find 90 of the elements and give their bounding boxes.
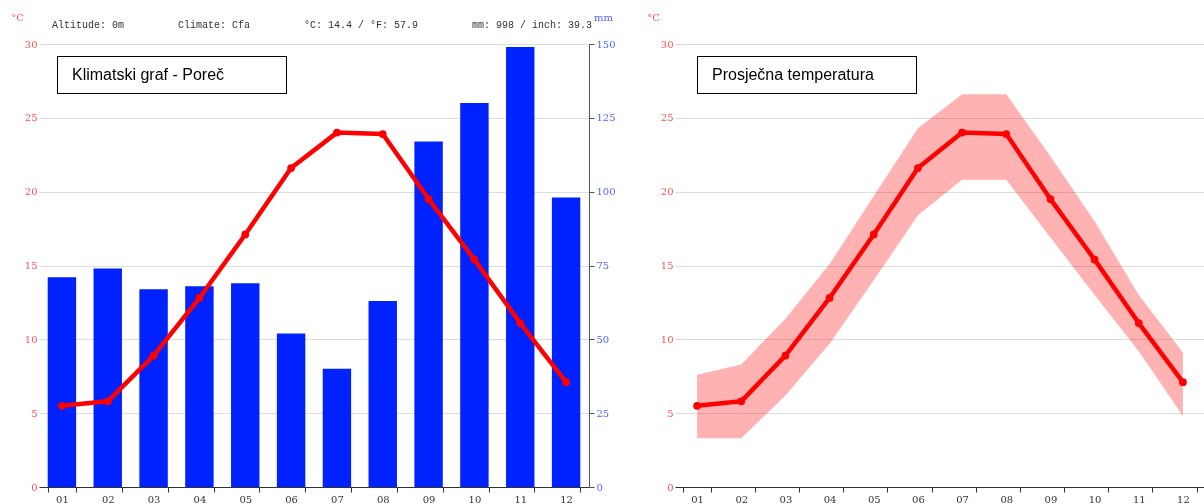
point (424, 195, 433, 203)
text: Klimatski graf - Poreč (57, 56, 287, 94)
y-tick-label: 30 (660, 38, 674, 50)
y-tick-label: 5 (31, 407, 38, 419)
point (1090, 255, 1099, 264)
text: °C: 14.4 / °F: 57.9 (303, 20, 418, 31)
x-tick-label: 05 (867, 493, 881, 504)
y2-axis-title: mm (594, 11, 614, 23)
bar (322, 368, 352, 487)
y-tick-label: 15 (24, 260, 38, 271)
point (781, 351, 790, 360)
x-tick-label: 01 (691, 493, 704, 504)
x-tick-label: 10 (468, 493, 482, 504)
x-tick-label: 03 (779, 493, 793, 504)
y-tick-label: 0 (31, 481, 38, 493)
y-tick-label: 15 (660, 260, 674, 271)
y2-tick-label: 150 (596, 38, 616, 50)
y-tick-label: 10 (24, 333, 38, 345)
point (562, 378, 570, 387)
x-tick-label: 04 (823, 493, 837, 504)
point (737, 397, 746, 406)
point (825, 294, 834, 302)
point (1134, 319, 1143, 327)
bar (276, 333, 306, 487)
point (287, 164, 295, 172)
y-tick-label: 5 (667, 407, 674, 419)
point (914, 164, 922, 172)
bar (368, 300, 397, 487)
y-axis-title: °C (647, 11, 661, 23)
point (958, 128, 966, 137)
text: Climate: Cfa (177, 20, 250, 31)
x-tick-label: 07 (956, 493, 969, 504)
point (103, 397, 112, 406)
x-tick-label: 06 (285, 493, 298, 504)
x-tick-label: 05 (239, 493, 253, 504)
x-tick-label: 08 (376, 493, 390, 504)
y2-tick-label: 125 (596, 112, 616, 124)
x-tick-label: 06 (912, 493, 925, 504)
text: mm: 998 / inch: 39.3 (471, 20, 592, 31)
point (378, 130, 387, 138)
point (1179, 378, 1187, 387)
x-tick-label: 03 (147, 493, 161, 504)
x-tick-label: 12 (560, 493, 573, 504)
point (58, 401, 66, 410)
y2-tick-label: 75 (596, 260, 610, 271)
x-tick-label: 02 (735, 493, 749, 504)
x-tick-label: 08 (1000, 493, 1014, 504)
text: Prosječna temperatura (697, 56, 917, 94)
bar (460, 103, 489, 487)
x-tick-label: 04 (193, 493, 207, 504)
bar (551, 197, 581, 487)
x-tick-label: 10 (1088, 493, 1102, 504)
point (516, 319, 525, 327)
bar (47, 277, 77, 487)
x-tick-label: 12 (1177, 493, 1190, 504)
y-tick-label: 20 (660, 186, 674, 198)
y-tick-label: 20 (24, 186, 38, 198)
y-tick-label: 30 (24, 38, 38, 50)
y-tick-label: 10 (660, 333, 674, 345)
y2-tick-label: 25 (596, 407, 610, 419)
point (333, 128, 341, 137)
point (1046, 195, 1055, 203)
bar (185, 286, 214, 487)
point (149, 351, 158, 360)
point (693, 401, 701, 410)
bar (93, 268, 122, 487)
y2-tick-label: 0 (596, 481, 603, 493)
x-tick-label: 07 (331, 493, 344, 504)
point (241, 230, 250, 239)
x-tick-label: 11 (1132, 493, 1146, 504)
point (869, 230, 878, 239)
point (1002, 130, 1011, 138)
x-tick-label: 02 (101, 493, 115, 504)
bar (414, 141, 443, 487)
y2-tick-label: 50 (596, 333, 610, 345)
y-tick-label: 25 (24, 112, 38, 124)
x-tick-label: 09 (422, 493, 436, 504)
bar (506, 46, 535, 487)
x-tick-label: 01 (56, 493, 69, 504)
x-tick-label: 11 (514, 493, 528, 504)
x-tick-label: 09 (1044, 493, 1058, 504)
bar (139, 289, 168, 487)
point (470, 255, 479, 264)
text: Altitude: 0m (52, 20, 125, 31)
y-tick-label: 25 (660, 112, 674, 124)
y2-tick-label: 100 (596, 186, 616, 198)
y-tick-label: 0 (667, 481, 674, 493)
y-axis-title: °C (11, 11, 25, 23)
point (195, 294, 204, 302)
bar (231, 283, 260, 487)
